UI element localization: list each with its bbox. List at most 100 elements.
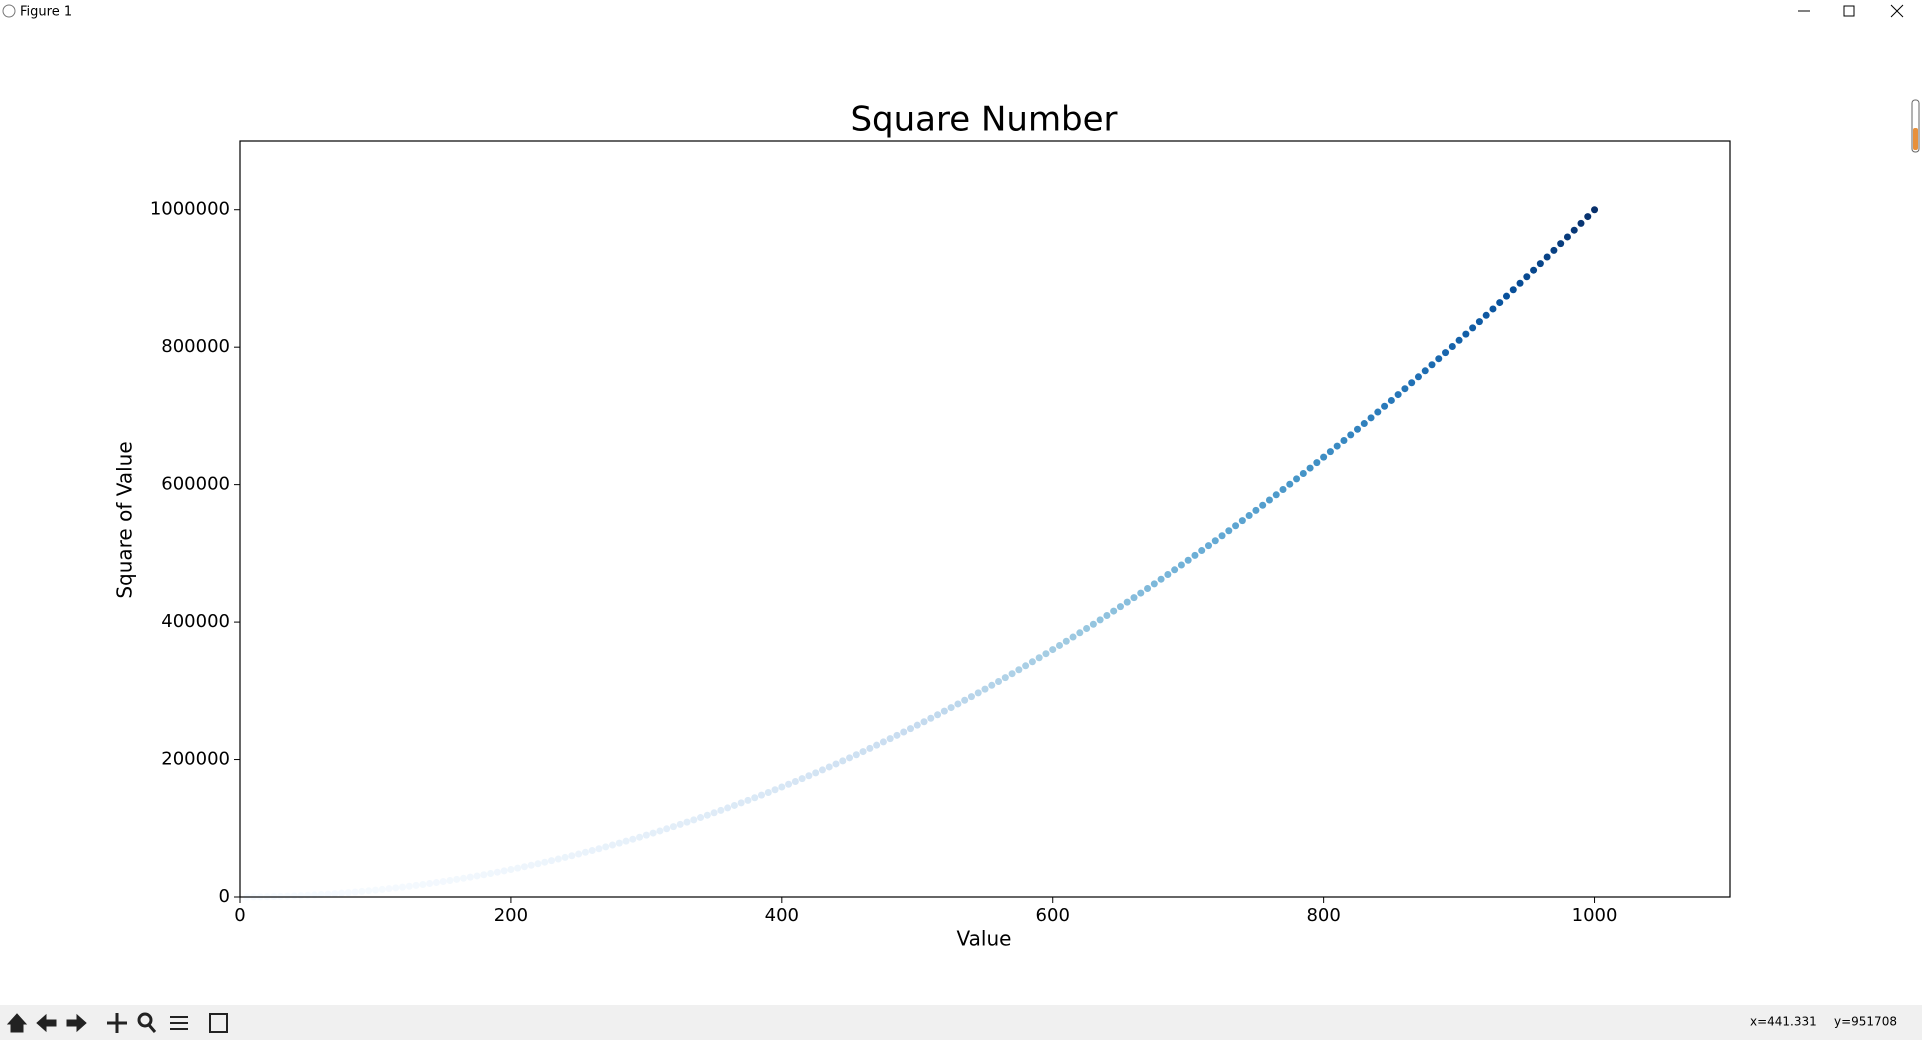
point xyxy=(304,891,312,899)
point xyxy=(1313,459,1321,467)
point xyxy=(588,847,596,855)
point xyxy=(629,835,637,843)
point xyxy=(426,880,434,888)
point xyxy=(1177,561,1185,569)
zoom-button[interactable] xyxy=(137,1012,153,1028)
point xyxy=(1374,408,1382,416)
point xyxy=(710,809,718,817)
point xyxy=(934,711,942,719)
point xyxy=(1259,501,1267,509)
point xyxy=(730,801,738,809)
point xyxy=(1184,556,1192,564)
point xyxy=(1144,584,1152,592)
title-bar xyxy=(0,0,1922,26)
point xyxy=(947,704,955,712)
point xyxy=(744,796,752,804)
point xyxy=(1028,658,1036,666)
point xyxy=(846,754,854,762)
point xyxy=(439,878,447,886)
point xyxy=(1354,425,1361,433)
point xyxy=(1381,402,1389,410)
point xyxy=(561,853,569,861)
point xyxy=(669,823,677,831)
point xyxy=(344,889,352,897)
point xyxy=(602,843,610,851)
point xyxy=(1340,436,1348,444)
point xyxy=(581,848,589,856)
point xyxy=(1299,469,1307,477)
forward-button[interactable] xyxy=(66,1013,87,1033)
x-tick-label: 600 xyxy=(1036,905,1070,926)
point xyxy=(1387,396,1395,404)
configure-button[interactable] xyxy=(170,1016,188,1030)
point xyxy=(1536,260,1544,268)
point xyxy=(1333,442,1341,450)
point xyxy=(331,890,339,898)
point xyxy=(1164,571,1172,579)
point xyxy=(832,760,840,768)
point xyxy=(1191,551,1199,559)
point xyxy=(839,757,847,765)
back-button[interactable] xyxy=(36,1013,57,1033)
point xyxy=(1265,496,1273,504)
point xyxy=(1205,542,1212,550)
point xyxy=(1320,453,1328,461)
point xyxy=(1218,532,1226,540)
point xyxy=(480,871,488,879)
x-tick-label: 200 xyxy=(494,905,528,926)
home-button[interactable] xyxy=(6,1013,28,1033)
point xyxy=(724,804,732,812)
point xyxy=(541,858,549,866)
y-tick-label: 400000 xyxy=(161,611,230,632)
point xyxy=(358,887,366,895)
point xyxy=(548,857,556,865)
point xyxy=(399,883,407,891)
toolbar xyxy=(0,1005,1922,1040)
point xyxy=(1062,637,1070,645)
toolbar-icons xyxy=(6,1012,228,1033)
point xyxy=(866,744,874,752)
point xyxy=(1225,527,1233,535)
point xyxy=(1089,620,1097,628)
point xyxy=(995,677,1003,685)
point xyxy=(1455,336,1463,344)
point xyxy=(1083,625,1091,633)
point xyxy=(290,892,298,900)
status-x: x=441.331 xyxy=(1750,1015,1817,1029)
y-tick-label: 200000 xyxy=(161,749,230,770)
point xyxy=(649,829,657,837)
point xyxy=(371,886,379,894)
point xyxy=(1503,292,1510,300)
point xyxy=(1123,598,1131,606)
close-button[interactable] xyxy=(1890,4,1904,18)
point xyxy=(886,735,894,743)
point xyxy=(1171,566,1179,574)
point xyxy=(520,863,528,871)
point xyxy=(1543,253,1551,261)
point xyxy=(1394,391,1402,399)
point xyxy=(636,833,644,841)
point xyxy=(460,874,467,882)
x-tick-label: 800 xyxy=(1306,905,1340,926)
y-tick-label: 800000 xyxy=(161,336,230,357)
plot: 0 200 400 600 800 1000 0 200000 400000 600000 8000… xyxy=(150,199,1618,926)
pan-button[interactable] xyxy=(107,1013,127,1033)
point xyxy=(764,788,772,796)
point xyxy=(514,864,522,872)
point xyxy=(1591,206,1599,214)
x-tick-label: 400 xyxy=(765,905,799,926)
point xyxy=(432,879,440,887)
point xyxy=(1096,616,1104,624)
point xyxy=(697,814,705,822)
x-axis-label: Value xyxy=(957,927,1012,951)
point xyxy=(466,873,474,881)
save-button[interactable] xyxy=(209,1013,228,1033)
point xyxy=(378,885,386,893)
point xyxy=(1421,367,1429,375)
status-y: y=951708 xyxy=(1834,1015,1897,1029)
point xyxy=(988,681,996,689)
point xyxy=(338,889,346,897)
point xyxy=(283,892,291,900)
restore-button[interactable] xyxy=(1843,5,1855,17)
point xyxy=(1496,299,1504,307)
